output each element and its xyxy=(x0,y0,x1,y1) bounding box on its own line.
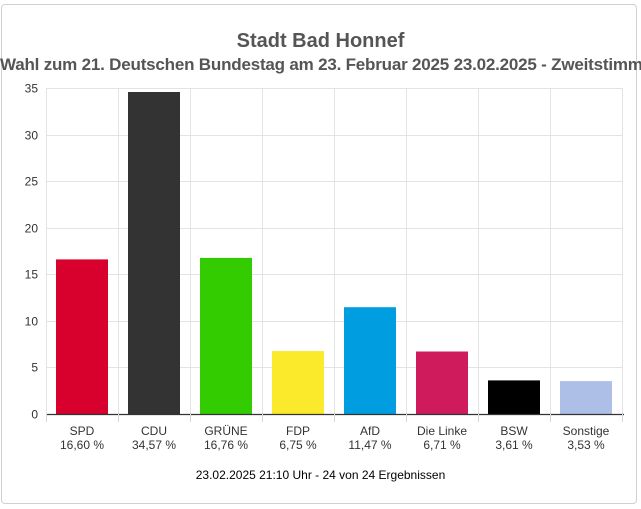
x-value-label: 16,60 % xyxy=(60,438,104,452)
bar-grüne xyxy=(200,257,252,414)
x-value-label: 34,57 % xyxy=(132,438,176,452)
bar-sonstige xyxy=(560,381,612,414)
x-category-label: SPD xyxy=(70,424,95,438)
chart-title: Stadt Bad Honnef xyxy=(236,30,405,52)
y-tick-label: 20 xyxy=(25,222,39,236)
y-tick-label: 0 xyxy=(31,408,38,422)
bar-fdp xyxy=(272,351,324,414)
x-category-label: Sonstige xyxy=(563,424,610,438)
bars xyxy=(56,92,612,414)
x-category-label: BSW xyxy=(500,424,528,438)
x-category-label: Die Linke xyxy=(417,424,467,438)
x-value-label: 3,53 % xyxy=(567,438,605,452)
x-value-label: 11,47 % xyxy=(348,438,391,452)
x-value-label: 16,76 % xyxy=(204,438,248,452)
y-tick-label: 5 xyxy=(31,361,38,375)
y-tick-label: 25 xyxy=(25,175,39,189)
y-tick-label: 15 xyxy=(25,268,39,282)
bar-spd xyxy=(56,259,108,414)
y-tick-label: 30 xyxy=(25,129,39,143)
x-value-label: 6,75 % xyxy=(279,438,317,452)
x-value-label: 3,61 % xyxy=(495,438,533,452)
x-category-label: GRÜNE xyxy=(204,424,247,438)
bar-cdu xyxy=(128,92,180,414)
x-category-label: FDP xyxy=(286,424,310,438)
y-tick-label: 35 xyxy=(25,82,39,96)
chart-footer: 23.02.2025 21:10 Uhr - 24 von 24 Ergebni… xyxy=(195,468,446,482)
bar-bsw xyxy=(488,380,540,414)
y-tick-label: 10 xyxy=(25,315,39,329)
bar-die-linke xyxy=(416,351,468,414)
chart-subtitle: Wahl zum 21. Deutschen Bundestag am 23. … xyxy=(0,55,641,74)
x-value-label: 6,71 % xyxy=(423,438,461,452)
y-axis: 0 5 10 15 20 25 30 35 xyxy=(25,82,39,422)
chart-frame xyxy=(1,4,637,504)
bar-afd xyxy=(344,307,396,414)
x-category-label: CDU xyxy=(141,424,167,438)
x-category-label: AfD xyxy=(360,424,380,438)
